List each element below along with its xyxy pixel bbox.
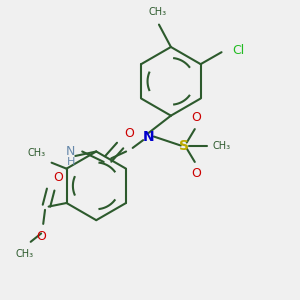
Text: O: O	[191, 111, 201, 124]
Text: Cl: Cl	[232, 44, 244, 57]
Text: CH₃: CH₃	[28, 148, 46, 158]
Text: H: H	[67, 157, 75, 166]
Text: O: O	[36, 230, 46, 243]
Text: N: N	[143, 130, 154, 144]
Text: O: O	[53, 171, 63, 184]
Text: CH₃: CH₃	[148, 7, 166, 17]
Text: O: O	[124, 127, 134, 140]
Text: N: N	[66, 145, 75, 158]
Text: CH₃: CH₃	[16, 249, 34, 259]
Text: S: S	[179, 139, 189, 152]
Text: CH₃: CH₃	[213, 140, 231, 151]
Text: O: O	[191, 167, 201, 180]
